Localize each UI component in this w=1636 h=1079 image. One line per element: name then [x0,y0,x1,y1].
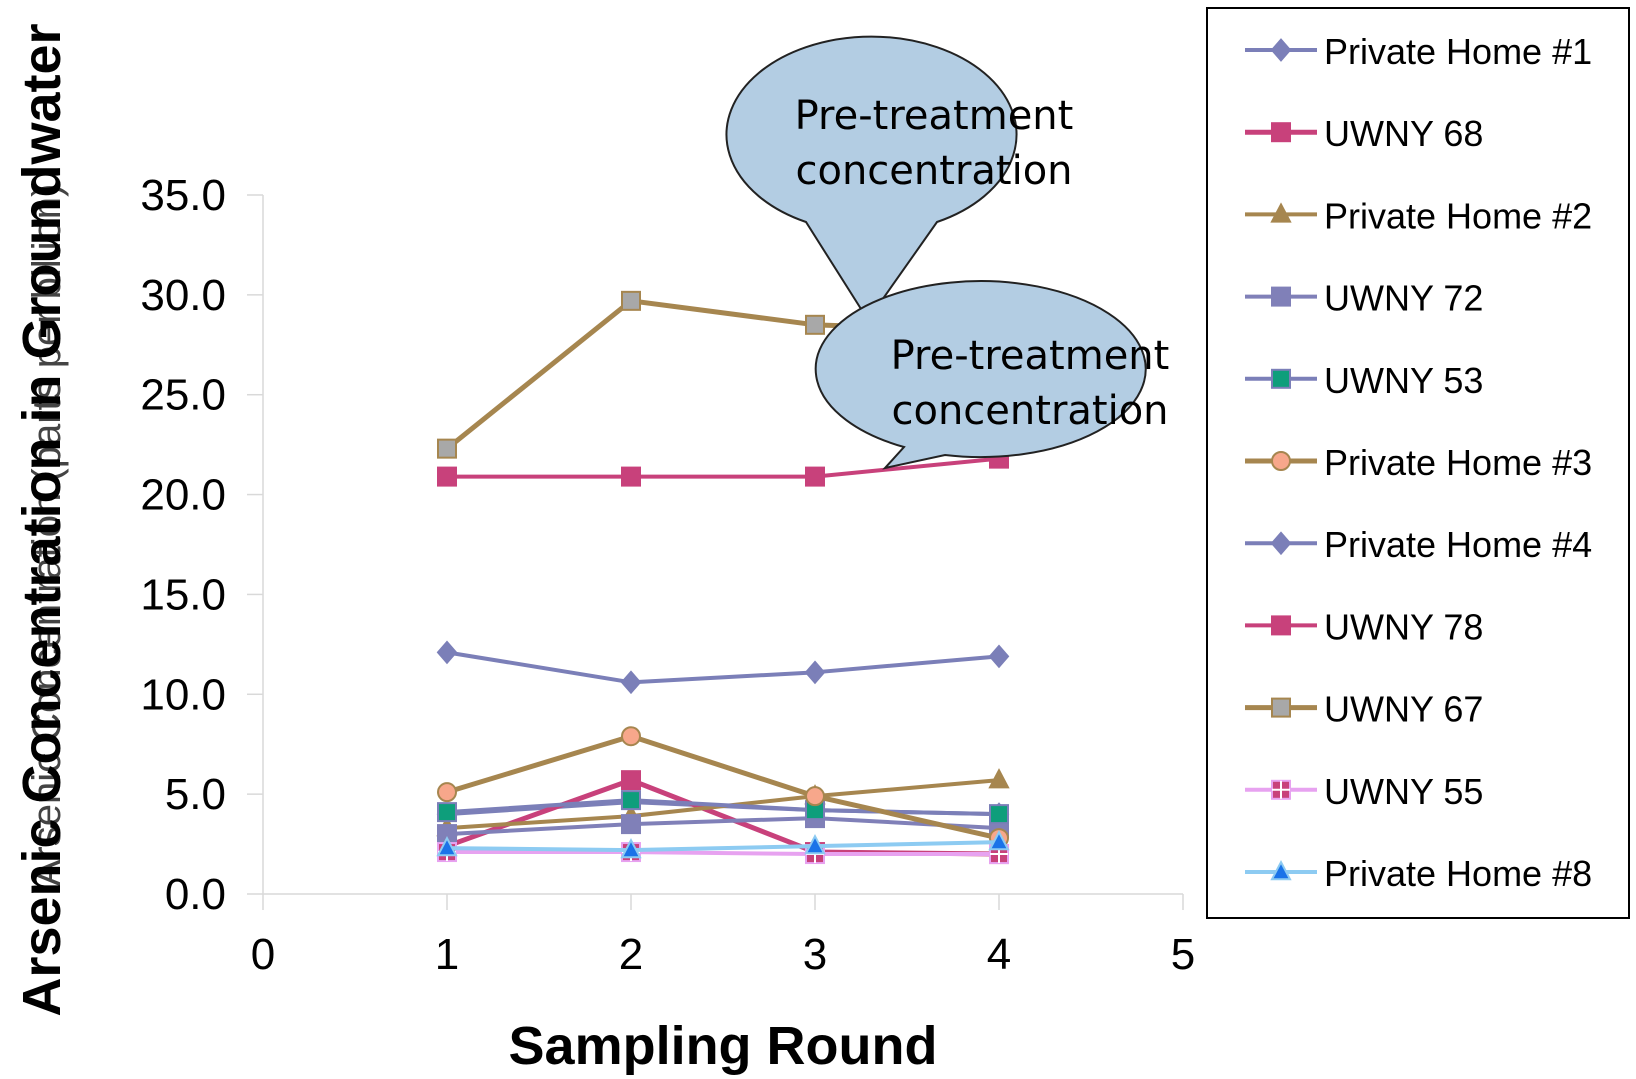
x-tick-label: 4 [987,930,1011,979]
series-line [446,650,1000,685]
data-point [436,836,458,857]
x-tick-label: 2 [619,930,643,979]
series-line [447,850,999,857]
legend-item: Private Home #8 [1245,853,1592,894]
legend-label: UWNY 67 [1324,689,1483,730]
series-9 [437,842,1009,865]
data-point [621,814,641,835]
y-tick-labels: 0.0 5.0 10.0 15.0 20.0 25.0 30.0 35.0 [140,171,263,919]
data-point [620,670,642,695]
data-point [805,466,825,487]
legend-item: Private Home #2 [1245,195,1592,236]
x-tick-label: 0 [251,930,275,979]
legend-marker [1271,451,1291,471]
axes-layer [262,195,1183,895]
legend-marker [1270,531,1292,556]
legend-marker [1271,286,1291,307]
legend-label: UWNY 72 [1324,278,1483,319]
legend-label: UWNY 68 [1324,113,1483,154]
series-10 [436,830,1010,859]
y-tick-label: 10.0 [140,670,226,719]
legend-marker [1271,122,1291,143]
series-6 [436,640,1010,695]
legend-marker [1271,615,1291,636]
legend-item: UWNY 72 [1245,278,1483,319]
series-line [446,840,1000,853]
data-point [988,768,1010,789]
legend-label: UWNY 53 [1324,360,1483,401]
legend-label: Private Home #8 [1324,853,1592,894]
data-point [988,830,1010,851]
legend-item: UWNY 68 [1245,113,1483,154]
legend: Private Home #1 UWNY 68 Private Home #2 UWN… [1206,7,1630,919]
series-line [446,798,1000,817]
legend-item: Private Home #4 [1245,524,1592,565]
legend-item: UWNY 53 [1245,360,1483,401]
data-point [437,466,457,487]
data-point [437,782,457,803]
legend-marker [1270,202,1292,223]
series-line [447,456,1000,479]
data-point [621,790,641,811]
legend-item: UWNY 67 [1245,689,1483,730]
legend-marker [1270,859,1292,881]
y-axis-label-underlay: Arsenic Concentration (parts per billion… [25,184,69,887]
data-point [989,804,1009,825]
data-point [437,802,457,823]
data-point [621,290,641,311]
legend-items: Private Home #1 UWNY 68 Private Home #2 UWN… [1245,31,1592,894]
y-axis-label: Arsenic Concentration in Groundwater [12,23,72,1016]
callout-bubble-upper [725,35,1018,322]
series-7 [437,448,1009,487]
legend-label: UWNY 78 [1324,606,1483,647]
y-tick-label: 20.0 [140,471,226,520]
data-point [437,438,457,459]
x-tick-label: 1 [435,930,459,979]
legend-label: Private Home #3 [1324,442,1592,483]
data-point [805,314,825,335]
x-tick-labels: 0 1 2 3 4 5 [251,894,1195,979]
x-axis-label: Sampling Round [509,1016,938,1076]
callout-upper-line1: Pre-treatment [795,93,1074,139]
y-tick-label: 15.0 [140,570,226,619]
legend-item: UWNY 55 [1245,771,1483,812]
data-point [621,726,641,747]
legend-marker [1271,779,1291,800]
legend-item: Private Home #3 [1245,442,1592,483]
legend-item: UWNY 78 [1245,606,1483,647]
callout-lower-line2: concentration [891,388,1168,434]
legend-label: Private Home #2 [1324,195,1592,236]
pretreatment-callout-lower: Pre-treatment concentration [814,280,1170,470]
callout-upper-line2: concentration [795,148,1072,194]
y-tick-label: 35.0 [140,171,226,220]
legend-label: UWNY 55 [1324,771,1483,812]
legend-item: Private Home #1 [1245,31,1592,72]
data-point [805,786,825,807]
legend-marker [1271,368,1291,389]
y-tick-label: 0.0 [165,870,226,919]
y-tick-label: 30.0 [140,271,226,320]
series-line [446,733,1000,841]
data-point [621,770,641,791]
legend-label: Private Home #4 [1324,524,1592,565]
data-point [988,644,1010,669]
data-point [436,640,458,665]
data-point [804,660,826,685]
data-point [620,838,642,859]
data-point [804,834,826,855]
x-tick-label: 5 [1171,930,1195,979]
legend-marker [1271,697,1291,718]
legend-label: Private Home #1 [1324,31,1592,72]
pretreatment-callout-upper: Pre-treatment concentration [725,35,1074,322]
callout-bubble-lower [814,280,1147,470]
y-tick-label: 5.0 [165,770,226,819]
series-line [446,816,1000,837]
callout-lower-line1: Pre-treatment [891,333,1170,379]
y-tick-label: 25.0 [140,371,226,420]
data-point [621,466,641,487]
series-layer [436,290,1010,865]
legend-marker [1270,38,1292,62]
x-tick-label: 3 [803,930,827,979]
